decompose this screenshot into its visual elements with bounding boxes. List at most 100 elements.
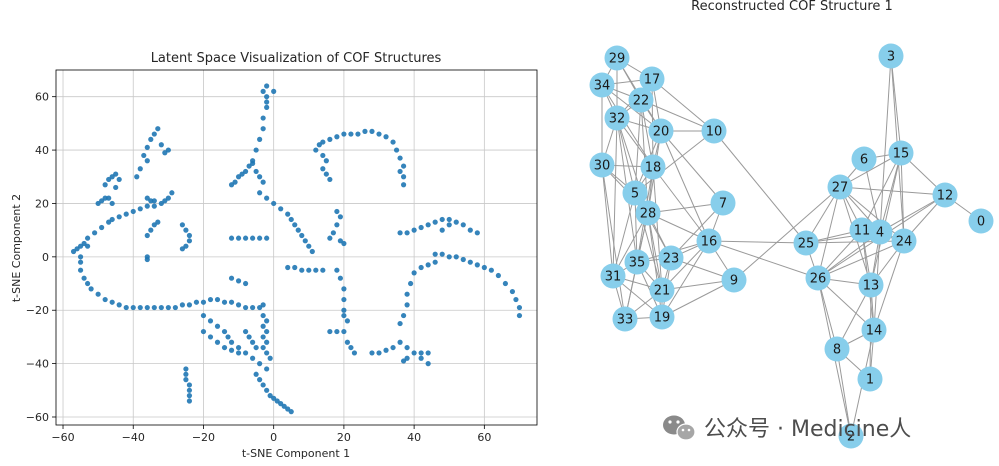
scatter-point [306,243,312,249]
scatter-point [274,398,280,404]
scatter-point [95,291,101,297]
scatter-point [446,222,452,228]
scatter-point [348,131,354,137]
scatter-point [81,240,87,247]
network-node: 34 [589,72,615,98]
scatter-point [84,280,91,287]
node-circle [604,105,630,131]
scatter-point [390,344,396,351]
scatter-point [439,216,445,223]
scatter-point [155,219,161,225]
network-node: 23 [658,245,684,271]
node-circle [701,118,727,144]
node-circle [649,304,675,330]
scatter-point [253,168,259,175]
scatter-point [250,235,256,241]
network-edge [890,55,902,154]
scatter-point [393,147,400,153]
scatter-point [404,355,410,361]
plot-frame [55,69,538,426]
y-tick-label: 60 [35,91,49,104]
scatter-point [446,216,452,223]
network-node: 28 [635,200,661,226]
node-label: 22 [633,94,650,109]
scatter-point [207,318,214,324]
scatter-point [70,248,77,255]
scatter-point [207,334,214,340]
watermark-text: 公众号 · Medicine人 [704,417,911,442]
node-circle [849,217,875,243]
network-node: 33 [612,306,638,332]
scatter-point [186,393,193,399]
scatter-point [299,267,305,273]
scatter-point [285,264,291,271]
network-node: 24 [891,228,917,254]
scatter-point [260,302,266,308]
scatter-point [383,347,389,353]
network-edge [661,279,735,318]
scatter-point [281,403,287,409]
scatter-point [309,248,315,255]
scatter-point [327,235,333,241]
scatter-point [425,262,431,268]
node-label: 20 [653,125,670,140]
scatter-point [425,361,431,367]
x-tick-label: 0 [270,431,277,444]
scatter-point [404,230,410,236]
scatter-point [313,147,319,153]
scatter-point [162,150,168,156]
network-node: 22 [628,87,654,113]
scatter-point [99,198,105,204]
scatter-point [137,304,143,311]
scatter-point [228,347,235,353]
network-node: 27 [827,174,853,200]
network-edge [836,348,852,437]
scatter-point [400,358,407,364]
scatter-point [257,377,263,383]
scatter-point [400,163,407,169]
scatter-point [186,387,193,393]
node-circle [589,72,615,98]
scatter-point [250,160,256,167]
node-circle [891,228,917,254]
scatter-point [200,328,207,335]
node-label: 21 [654,284,671,299]
scatter-point [214,339,221,345]
scatter-point [397,155,403,161]
scatter-point [137,206,143,212]
scatter-point [257,361,263,367]
node-label: 27 [832,181,849,196]
x-tick-label: 40 [407,431,421,444]
scatter-point [123,304,129,311]
node-label: 28 [640,207,657,222]
scatter-point [362,128,368,134]
scatter-point [225,334,231,340]
scatter-point [148,227,154,233]
scatter-title: Latent Space Visualization of COF Struct… [151,51,442,66]
scatter-point [264,195,270,201]
y-tick-label: 20 [35,197,49,210]
scatter-point [264,99,270,105]
scatter-point [148,136,154,142]
scatter-point [411,350,417,356]
node-label: 11 [854,224,871,239]
scatter-point [183,243,189,249]
scatter-point [130,304,136,311]
node-label: 10 [706,125,723,140]
network-node: 19 [649,304,675,330]
scatter-point [151,304,157,311]
node-label: 5 [631,187,639,202]
scatter-point [271,395,277,401]
scatter-point [207,296,214,303]
scatter-point [264,318,270,324]
network-node: 7 [710,190,736,216]
node-circle [589,152,615,178]
node-label: 2 [847,430,855,445]
scatter-point [200,312,207,319]
y-tick-label: 0 [42,251,49,264]
network-node: 20 [648,118,674,144]
node-circle [649,277,675,303]
network-edge [601,164,626,320]
network-node: 11 [849,217,875,243]
scatter-point [77,243,84,249]
